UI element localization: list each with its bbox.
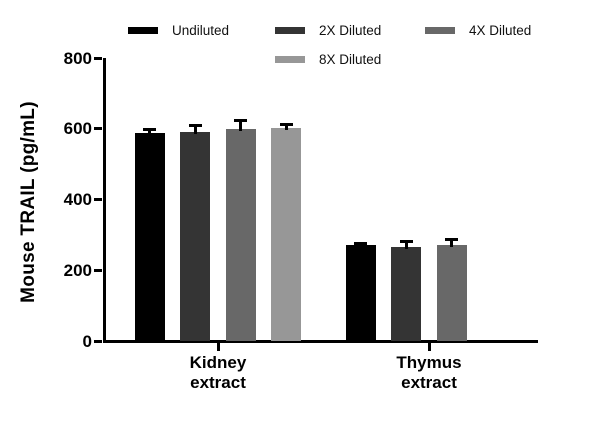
y-tick-mark [94,198,102,201]
bar-undiluted [134,132,165,341]
legend-label: 2X Diluted [319,23,382,38]
legend-swatch-8x-diluted [275,56,305,63]
y-tick-label: 200 [63,260,92,280]
x-tick-mark [427,342,431,351]
y-tick-mark [94,127,102,131]
x-category-label-line: Thymus [396,353,462,372]
error-bar-cap [279,122,293,126]
error-bar-cap [445,237,459,241]
x-category-label-line: Kidney [189,353,247,372]
y-tick-label: 600 [63,119,92,139]
error-bar-cap [143,127,157,131]
legend-swatch-4x-diluted [425,27,455,34]
legend-label: 8X Diluted [319,52,382,67]
x-category-label: Kidney extract [148,353,288,393]
x-category-label: Thymus extract [359,353,499,393]
error-bar-whisker [404,241,408,250]
y-tick-mark [94,56,102,60]
error-bar-whisker [148,129,152,135]
x-tick-mark [216,342,220,351]
error-bar-whisker [193,125,197,135]
y-axis-line [102,58,106,342]
error-bar-whisker [450,239,454,248]
error-bar-whisker [239,120,243,132]
y-tick-mark [94,268,102,272]
error-bar-whisker [359,243,363,248]
legend-label: Undiluted [172,23,230,38]
legend-label: 4X Diluted [469,23,532,38]
y-tick-label: 800 [63,48,92,68]
x-category-label-line: extract [190,373,246,392]
bar-8x-diluted [271,127,302,341]
bar-2x-diluted [391,247,422,341]
y-axis-label: Mouse TRAIL (pg/mL) [18,101,39,303]
error-bar-cap [234,118,248,122]
bar-4x-diluted [225,129,256,341]
legend-swatch-2x-diluted [275,27,305,34]
y-tick-mark [94,339,102,343]
bar-undiluted [345,245,376,341]
error-bar-whisker [284,124,288,130]
error-bar-cap [188,124,202,128]
y-tick-label: 0 [82,331,92,351]
legend-swatch-undiluted [128,27,158,34]
error-bar-cap [399,240,413,244]
bar-4x-diluted [436,245,467,341]
error-bar-cap [354,241,368,245]
bar-2x-diluted [180,132,211,341]
x-axis-line [102,339,538,343]
x-category-label-line: extract [401,373,457,392]
y-tick-label: 400 [63,190,92,209]
